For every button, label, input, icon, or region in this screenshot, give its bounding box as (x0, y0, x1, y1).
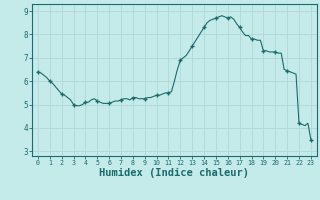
X-axis label: Humidex (Indice chaleur): Humidex (Indice chaleur) (100, 168, 249, 178)
